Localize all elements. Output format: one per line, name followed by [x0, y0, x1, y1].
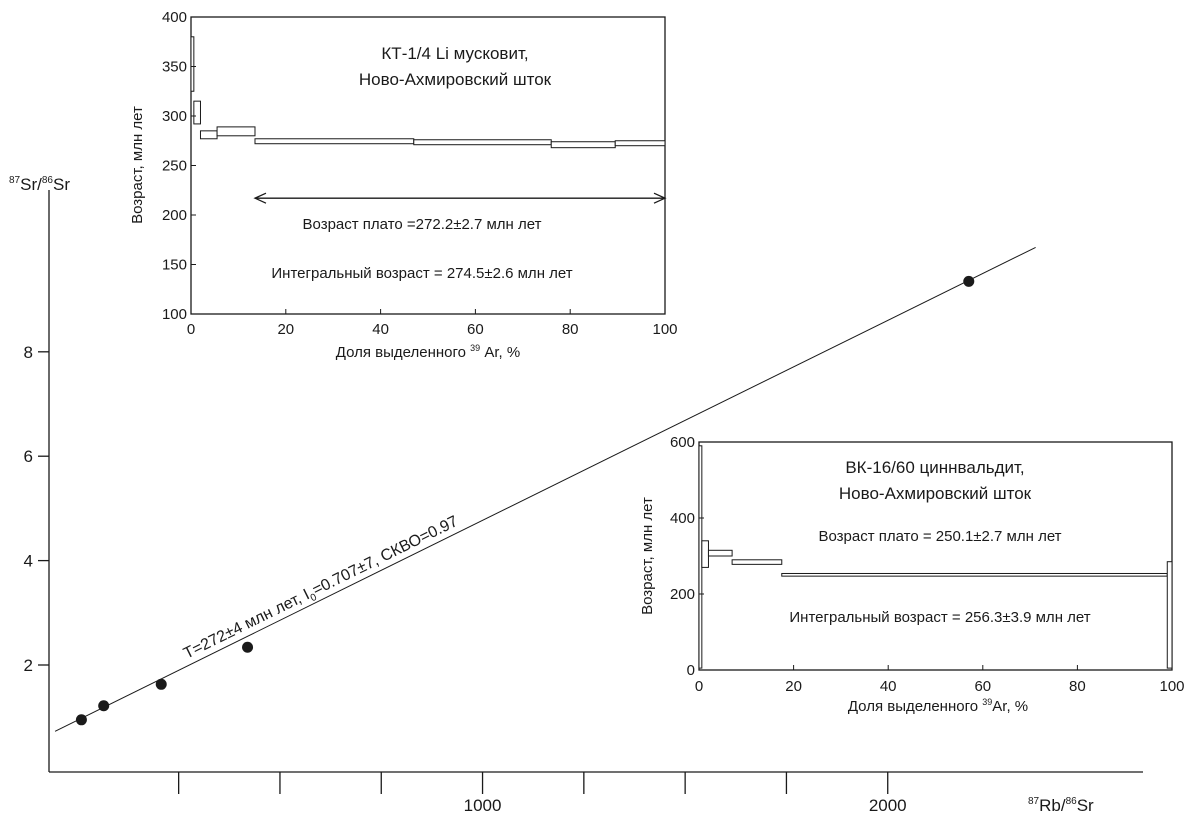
inset-x-tick-label: 80: [562, 321, 579, 338]
y-label-sup-86: 86: [42, 175, 54, 186]
inset1-plateau-arrow: [253, 192, 667, 204]
inset-y-tick-label: 200: [162, 207, 187, 224]
annotation-part-2: =0.707±7, СКВО=0.97: [310, 513, 461, 599]
inset-y-tick-label: 400: [670, 510, 695, 527]
inset1-x-axis-label: Доля выделенного 39 Ar, %: [336, 343, 520, 361]
inset1-title-line1: КТ-1/4 Li мусковит,: [381, 44, 528, 63]
inset1-y-axis-label: Возраст, млн лет: [129, 106, 146, 224]
inset-spectrum-muscovite: 0 20 40 60 80 100 100 150 200 250 300 350 400 КТ-1/4…: [129, 9, 678, 361]
inset-x-tick-label: 20: [277, 321, 294, 338]
main-y-ticks: 2 4 6 8: [24, 343, 49, 675]
inset-x-tick-label: 80: [1069, 678, 1086, 695]
inset2-title-line2: Ново-Ахмировский шток: [839, 484, 1032, 503]
isochron-fit-line: [54, 246, 1036, 732]
inset2-frame: [698, 441, 1173, 671]
main-y-tick-label: 8: [24, 343, 33, 362]
inset1-xlabel-tail: Ar, %: [480, 344, 520, 361]
age-step: [199, 130, 218, 140]
y-label-sup-87: 87: [9, 175, 21, 186]
x-label-sr-tail: Sr: [1077, 796, 1094, 815]
age-step: [190, 36, 195, 92]
inset2-x-axis-label: Доля выделенного 39Ar, %: [848, 697, 1028, 715]
inset1-plateau-age: Возраст плато =272.2±2.7 млн лет: [303, 216, 542, 233]
plateau-arrow-head-right: [653, 192, 667, 204]
main-y-tick-label: 2: [24, 656, 33, 675]
y-label-sr-slash: Sr/: [20, 175, 42, 194]
annotation-subscript: 0: [309, 592, 319, 605]
main-x-tick-label: 2000: [869, 796, 907, 815]
inset2-plateau-age: Возраст плато = 250.1±2.7 млн лет: [818, 528, 1061, 545]
inset1-title-line2: Ново-Ахмировский шток: [359, 70, 552, 89]
inset1-age-steps: [190, 36, 666, 149]
age-step: [1166, 561, 1173, 669]
inset2-xlabel-main: Доля выделенного: [848, 698, 982, 715]
data-points: [75, 275, 975, 726]
age-step: [781, 572, 1168, 577]
main-y-tick-label: 6: [24, 447, 33, 466]
inset-y-tick-label: 0: [687, 662, 695, 679]
x-label-sup-87: 87: [1028, 796, 1040, 807]
inset1-xlabel-sup: 39: [470, 343, 480, 353]
main-x-ticks: 1000 2000: [178, 772, 907, 815]
y-label-sr-tail: Sr: [53, 175, 70, 194]
inset-y-tick-label: 200: [670, 586, 695, 603]
inset-y-tick-label: 600: [670, 434, 695, 451]
inset-x-tick-label: 0: [187, 321, 195, 338]
inset2-ticks: 0 20 40 60 80 100 0 200 400 600: [670, 434, 1185, 695]
inset-x-tick-label: 100: [652, 321, 677, 338]
x-label-sup-86: 86: [1066, 796, 1078, 807]
age-step: [413, 139, 552, 146]
data-point: [155, 678, 167, 690]
isochron-annotation: T=272±4 млн лет, I0=0.707±7, СКВО=0.97: [181, 513, 462, 665]
inset2-xlabel-tail: Ar, %: [992, 698, 1028, 715]
main-x-axis-label: 87Rb/86Sr: [1028, 796, 1094, 815]
inset1-frame: [190, 16, 666, 315]
inset2-integral-age: Интегральный возраст = 256.3±3.9 млн лет: [789, 609, 1090, 626]
inset-x-tick-label: 0: [695, 678, 703, 695]
inset-y-tick-label: 300: [162, 108, 187, 125]
inset1-integral-age: Интегральный возраст = 274.5±2.6 млн лет: [271, 265, 572, 282]
inset-x-tick-label: 100: [1159, 678, 1184, 695]
age-step: [550, 141, 616, 149]
inset-spectrum-zinnwaldite: 0 20 40 60 80 100 0 200 400 600 ВК-16/60 циннваль…: [639, 434, 1185, 715]
inset-x-tick-label: 60: [974, 678, 991, 695]
main-y-axis-label: 87Sr/86Sr: [9, 175, 70, 194]
inset-y-tick-label: 250: [162, 158, 187, 175]
age-step: [731, 559, 783, 565]
plateau-arrow-head-left: [253, 192, 267, 204]
main-x-tick-label: 1000: [464, 796, 502, 815]
data-point: [98, 700, 110, 712]
data-point: [963, 275, 975, 287]
inset2-age-steps: [698, 445, 1173, 669]
inset-y-tick-label: 150: [162, 257, 187, 274]
inset-x-tick-label: 40: [372, 321, 389, 338]
age-step: [707, 549, 733, 557]
age-step: [254, 138, 415, 145]
x-label-rb-slash: Rb/: [1039, 796, 1066, 815]
age-step: [614, 140, 666, 147]
main-y-tick-label: 4: [24, 552, 33, 571]
age-step: [701, 540, 709, 568]
inset2-title-line1: ВК-16/60 циннвальдит,: [845, 458, 1024, 477]
inset2-xlabel-sup: 39: [982, 697, 992, 707]
inset1-xlabel-main: Доля выделенного: [336, 344, 470, 361]
inset-y-tick-label: 100: [162, 306, 187, 323]
age-step: [216, 126, 256, 137]
inset-y-tick-label: 350: [162, 59, 187, 76]
inset2-y-axis-label: Возраст, млн лет: [639, 497, 656, 615]
inset-y-tick-label: 400: [162, 9, 187, 26]
inset-x-tick-label: 20: [785, 678, 802, 695]
inset-x-tick-label: 40: [880, 678, 897, 695]
inset-x-tick-label: 60: [467, 321, 484, 338]
data-point: [242, 641, 254, 653]
inset1-ticks: 0 20 40 60 80 100 100 150 200 250 300 350 400: [162, 9, 678, 338]
data-point: [75, 714, 87, 726]
age-step: [193, 100, 201, 125]
